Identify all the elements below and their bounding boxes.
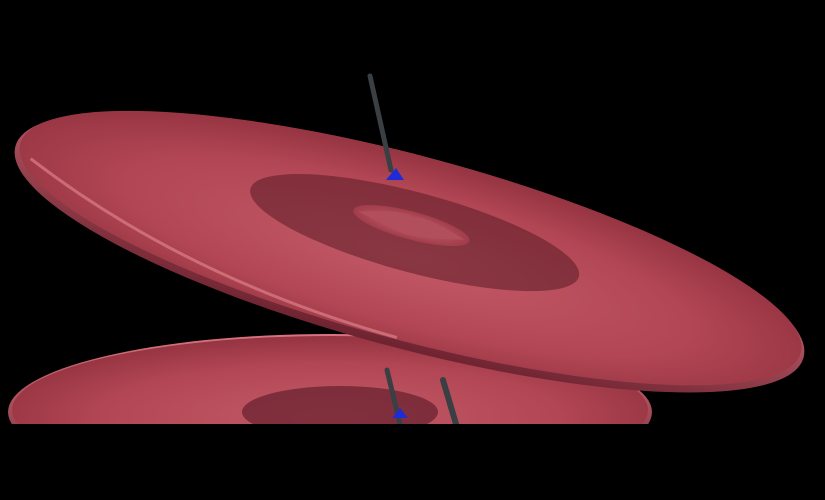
upper-cymbal <box>14 110 805 393</box>
stand-tip-nut <box>386 168 404 180</box>
cymbal-stand <box>367 73 404 180</box>
